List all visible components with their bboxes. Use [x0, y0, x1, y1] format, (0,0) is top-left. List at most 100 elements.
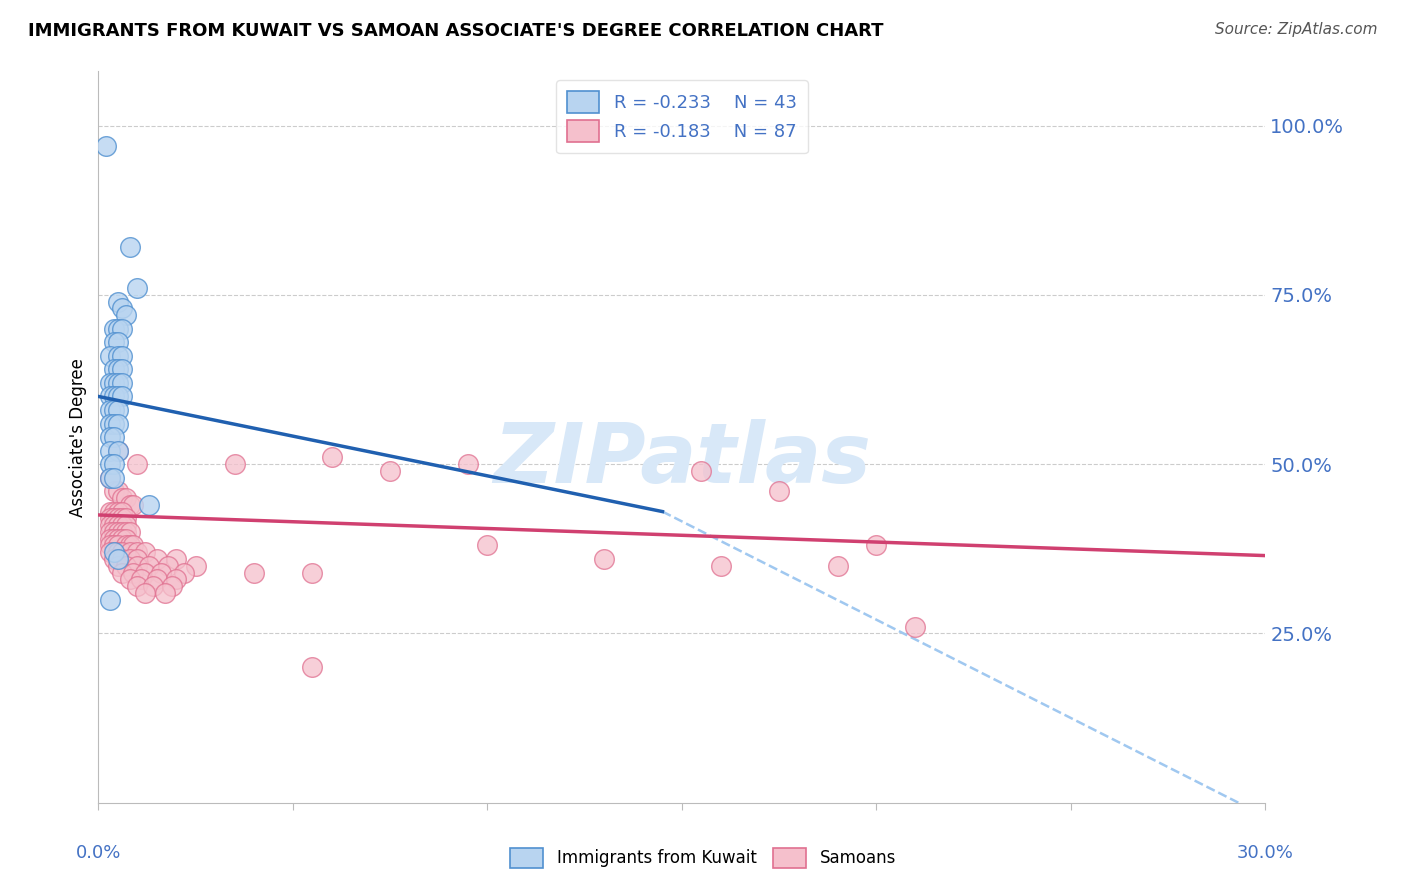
Point — [114, 538, 136, 552]
Point — [107, 518, 129, 533]
Point — [98, 471, 121, 485]
Point — [111, 532, 134, 546]
Point — [301, 660, 323, 674]
Point — [107, 558, 129, 573]
Point — [107, 389, 129, 403]
Point — [103, 430, 125, 444]
Point — [710, 558, 733, 573]
Point — [114, 558, 136, 573]
Point — [114, 524, 136, 539]
Point — [118, 538, 141, 552]
Point — [321, 450, 343, 465]
Point — [107, 443, 129, 458]
Text: IMMIGRANTS FROM KUWAIT VS SAMOAN ASSOCIATE'S DEGREE CORRELATION CHART: IMMIGRANTS FROM KUWAIT VS SAMOAN ASSOCIA… — [28, 22, 883, 40]
Point — [98, 524, 121, 539]
Point — [98, 471, 121, 485]
Point — [103, 538, 125, 552]
Point — [103, 403, 125, 417]
Point — [118, 524, 141, 539]
Point — [107, 538, 129, 552]
Point — [107, 545, 129, 559]
Point — [146, 552, 169, 566]
Point — [243, 566, 266, 580]
Point — [690, 464, 713, 478]
Point — [107, 294, 129, 309]
Point — [107, 511, 129, 525]
Point — [118, 545, 141, 559]
Point — [224, 457, 246, 471]
Point — [98, 532, 121, 546]
Point — [157, 558, 180, 573]
Point — [98, 592, 121, 607]
Point — [103, 335, 125, 350]
Point — [122, 498, 145, 512]
Point — [111, 552, 134, 566]
Text: ZIPatlas: ZIPatlas — [494, 418, 870, 500]
Point — [134, 586, 156, 600]
Point — [111, 518, 134, 533]
Point — [114, 511, 136, 525]
Point — [301, 566, 323, 580]
Text: 30.0%: 30.0% — [1237, 845, 1294, 863]
Point — [118, 572, 141, 586]
Point — [103, 376, 125, 390]
Point — [457, 457, 479, 471]
Point — [477, 538, 499, 552]
Point — [98, 403, 121, 417]
Point — [111, 362, 134, 376]
Point — [111, 376, 134, 390]
Point — [134, 545, 156, 559]
Point — [98, 505, 121, 519]
Point — [184, 558, 207, 573]
Text: 0.0%: 0.0% — [76, 845, 121, 863]
Point — [98, 545, 121, 559]
Point — [142, 579, 165, 593]
Point — [103, 552, 125, 566]
Point — [111, 349, 134, 363]
Point — [107, 403, 129, 417]
Point — [98, 518, 121, 533]
Point — [111, 511, 134, 525]
Point — [111, 322, 134, 336]
Point — [107, 322, 129, 336]
Point — [107, 524, 129, 539]
Point — [111, 505, 134, 519]
Point — [111, 301, 134, 316]
Point — [127, 545, 149, 559]
Point — [114, 518, 136, 533]
Point — [103, 417, 125, 431]
Point — [103, 484, 125, 499]
Point — [103, 471, 125, 485]
Point — [127, 552, 149, 566]
Point — [107, 552, 129, 566]
Point — [165, 572, 187, 586]
Point — [165, 552, 187, 566]
Point — [103, 532, 125, 546]
Legend: R = -0.233    N = 43, R = -0.183    N = 87: R = -0.233 N = 43, R = -0.183 N = 87 — [557, 80, 807, 153]
Point — [98, 376, 121, 390]
Point — [153, 586, 176, 600]
Point — [111, 566, 134, 580]
Point — [114, 308, 136, 322]
Y-axis label: Associate's Degree: Associate's Degree — [69, 358, 87, 516]
Point — [114, 491, 136, 505]
Point — [98, 443, 121, 458]
Point — [98, 349, 121, 363]
Point — [103, 545, 125, 559]
Point — [107, 417, 129, 431]
Point — [380, 464, 402, 478]
Point — [122, 566, 145, 580]
Point — [107, 335, 129, 350]
Point — [107, 505, 129, 519]
Point — [98, 538, 121, 552]
Point — [98, 417, 121, 431]
Point — [107, 376, 129, 390]
Point — [146, 572, 169, 586]
Point — [103, 362, 125, 376]
Point — [107, 484, 129, 499]
Point — [103, 518, 125, 533]
Point — [129, 572, 152, 586]
Point — [103, 322, 125, 336]
Point — [98, 457, 121, 471]
Point — [103, 524, 125, 539]
